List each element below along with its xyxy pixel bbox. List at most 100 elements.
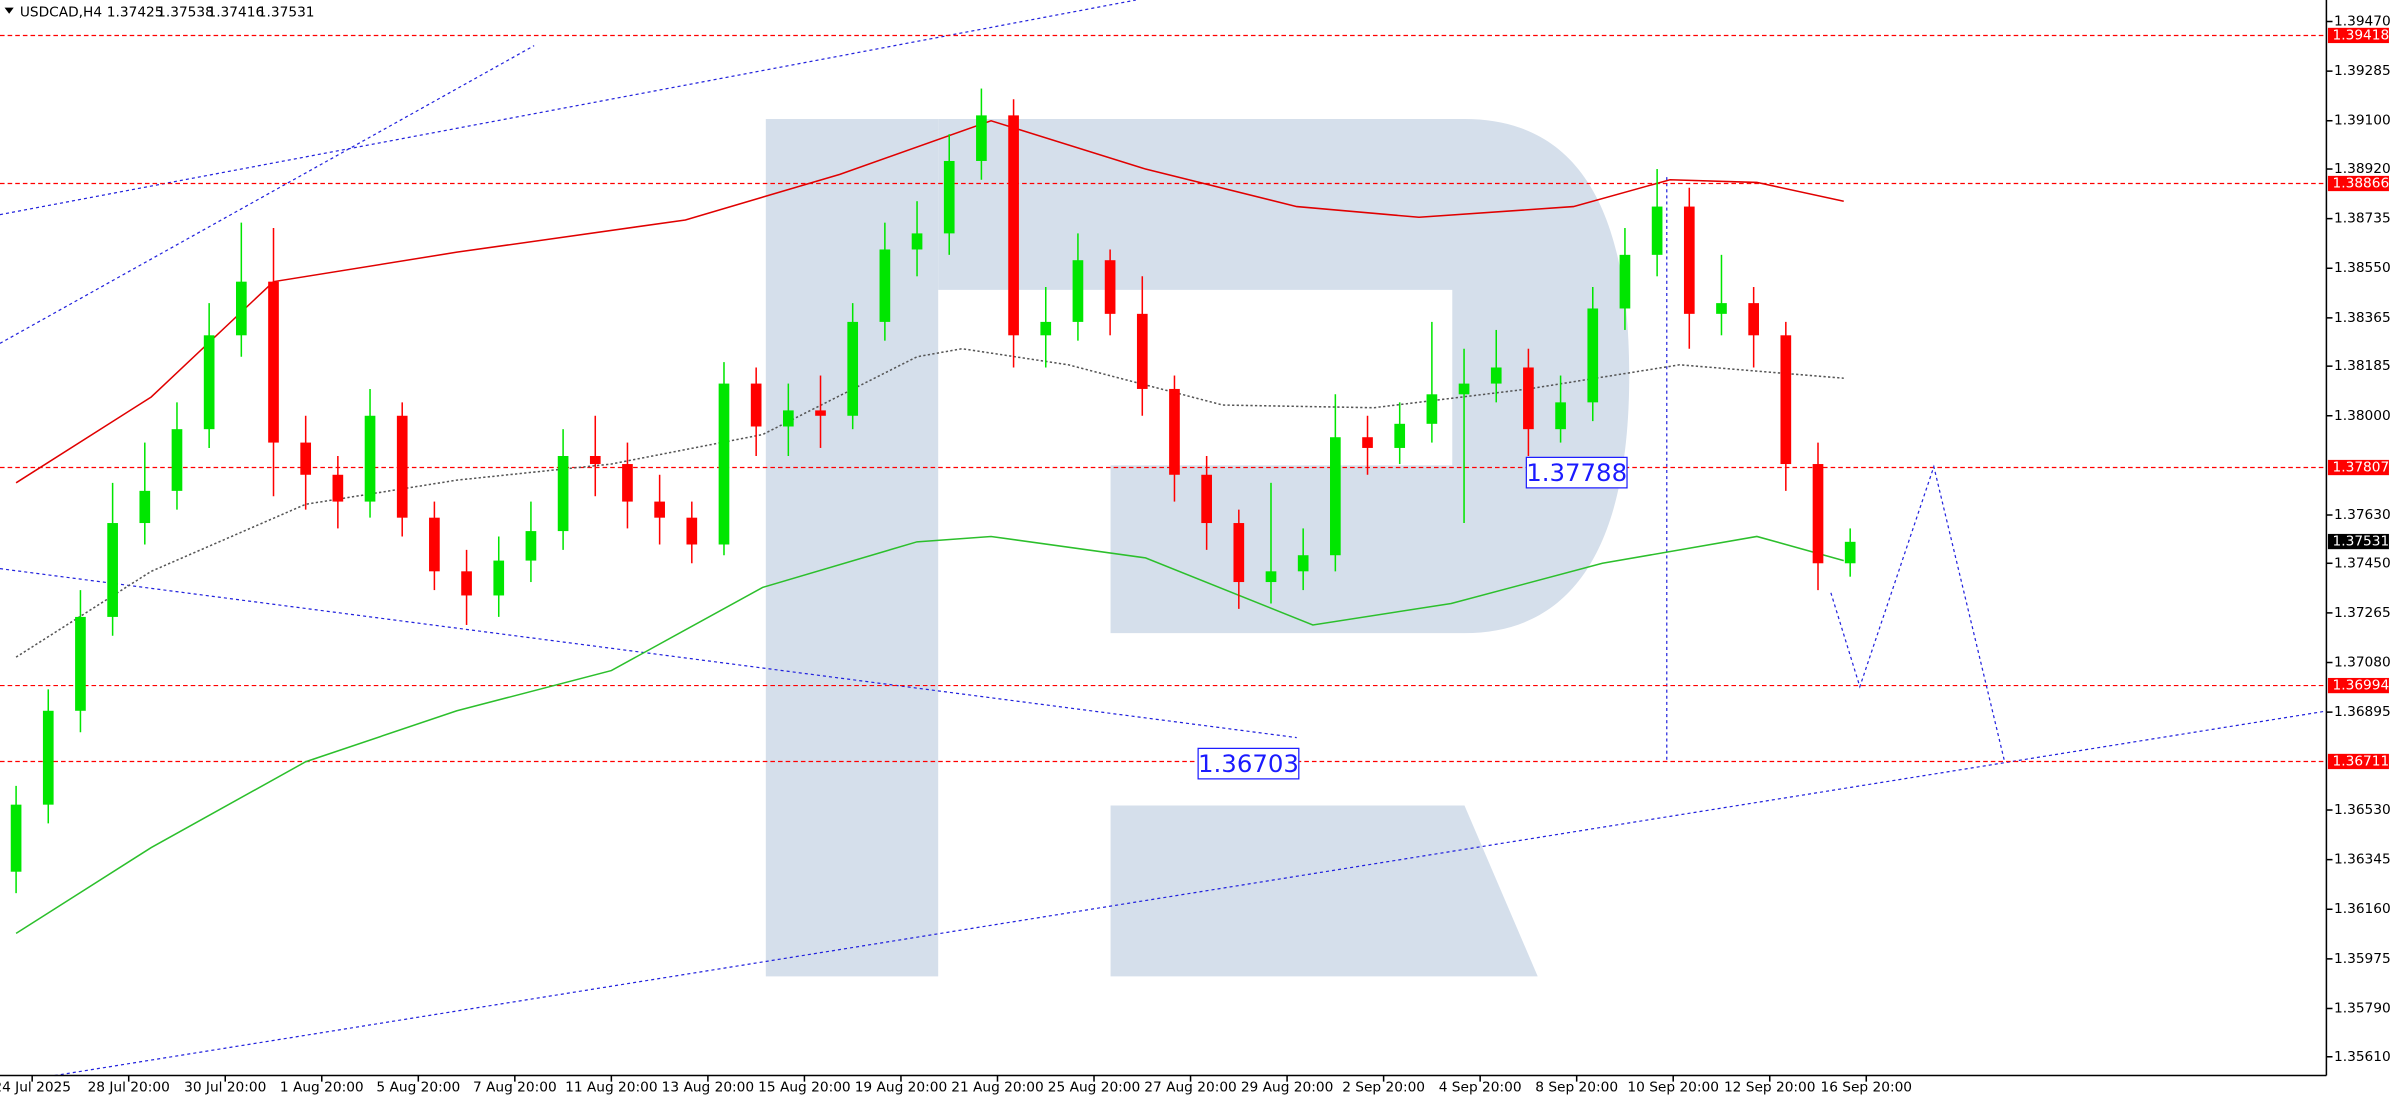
x-tick-label: 12 Sep 20:00 — [1724, 1080, 1816, 1096]
header-price: 1.37531 — [258, 4, 315, 20]
level-label-box — [2327, 677, 2389, 694]
y-tick-label: 1.38000 — [2334, 408, 2391, 424]
header-price: 1.37538 — [157, 4, 214, 20]
x-tick-label: 30 Jul 20:00 — [184, 1080, 266, 1096]
trend-line — [0, 568, 1297, 739]
level-label-box — [2327, 459, 2389, 476]
x-tick-label: 1 Aug 20:00 — [280, 1080, 364, 1096]
moving-average — [15, 347, 1844, 658]
level-label-box — [2327, 175, 2389, 192]
level-label: 1.36711 — [2333, 753, 2390, 769]
annotation-box — [1197, 747, 1300, 780]
x-tick-label: 21 Aug 20:00 — [951, 1080, 1044, 1096]
candle-body — [815, 410, 826, 416]
candle-body — [171, 429, 183, 491]
y-tick-label: 1.38185 — [2334, 358, 2391, 374]
candle-body — [1812, 464, 1824, 564]
moving-average — [15, 535, 1844, 935]
level-label-box — [2327, 27, 2389, 44]
x-tick-label: 8 Sep 20:00 — [1535, 1080, 1618, 1096]
watermark-leg — [1110, 805, 1538, 977]
x-tick-label: 27 Aug 20:00 — [1144, 1080, 1237, 1096]
candle-body — [911, 233, 923, 250]
x-tick-label: 4 Sep 20:00 — [1439, 1080, 1522, 1096]
header-arrow — [4, 7, 14, 14]
y-tick-label: 1.35790 — [2334, 1000, 2391, 1016]
candle-body — [364, 415, 376, 502]
candle-body — [750, 383, 762, 427]
candle-body — [1748, 303, 1759, 336]
y-tick-label: 1.37080 — [2334, 655, 2391, 671]
y-tick-label: 1.36160 — [2334, 901, 2391, 917]
candle-body — [332, 474, 344, 502]
candle-body — [1136, 313, 1148, 389]
x-tick-label: 2 Sep 20:00 — [1342, 1080, 1425, 1096]
candle-body — [1233, 523, 1245, 583]
level-label: 1.37807 — [2333, 460, 2390, 476]
candle-body — [1780, 335, 1792, 465]
x-tick-label: 28 Jul 20:00 — [88, 1080, 170, 1096]
candle-body — [203, 335, 215, 430]
candle-body — [686, 517, 698, 545]
candle-body — [1072, 260, 1084, 322]
annotation-label: 1.37788 — [1526, 458, 1627, 487]
candle-body — [10, 804, 22, 872]
candle-body — [1362, 437, 1373, 448]
candle-body — [1008, 115, 1019, 336]
candle-body — [1394, 423, 1406, 448]
current-price-box — [2327, 533, 2389, 550]
symbol: USDCAD,H4 — [20, 4, 102, 20]
y-tick-label: 1.39100 — [2334, 113, 2391, 129]
candle-body — [557, 455, 569, 532]
candle-body — [1683, 206, 1695, 314]
y-tick-label: 1.37450 — [2334, 555, 2391, 571]
candle-body — [1265, 571, 1277, 583]
y-tick-label: 1.38920 — [2334, 161, 2391, 177]
x-tick-label: 29 Aug 20:00 — [1241, 1080, 1334, 1096]
candle-body — [139, 490, 151, 524]
candle-body — [718, 383, 730, 545]
trend-line — [54, 710, 2327, 1077]
y-tick-label: 1.37265 — [2334, 605, 2391, 621]
candle-body — [1458, 383, 1470, 395]
level-label: 1.36994 — [2333, 678, 2390, 694]
trend-line — [0, 45, 535, 344]
candle-body — [1104, 260, 1116, 314]
y-tick-label: 1.38735 — [2334, 211, 2391, 227]
candle-body — [525, 531, 537, 561]
candle-body — [1555, 402, 1566, 430]
annotation-box — [1525, 456, 1628, 489]
candle-body — [1619, 254, 1631, 309]
candle-body — [1201, 474, 1212, 524]
candle-body — [107, 523, 118, 617]
x-tick-label: 5 Aug 20:00 — [376, 1080, 460, 1096]
y-tick-label: 1.39470 — [2334, 14, 2391, 30]
y-tick-label: 1.39285 — [2334, 63, 2391, 79]
candle-body — [879, 249, 891, 322]
current-price-label: 1.37531 — [2333, 534, 2390, 550]
candle-body — [300, 442, 312, 475]
x-tick-label: 25 Aug 20:00 — [1048, 1080, 1141, 1096]
candle-body — [654, 501, 665, 518]
plot-area: 1.37788 1.36703 — [0, 0, 2327, 1077]
candle-body — [1169, 388, 1180, 475]
x-tick-label: 13 Aug 20:00 — [662, 1080, 755, 1096]
x-tick-label: 19 Aug 20:00 — [855, 1080, 948, 1096]
forecast-path — [1830, 464, 2006, 762]
candle-body — [396, 415, 408, 518]
candle-body — [493, 560, 505, 596]
candle-body — [1426, 394, 1438, 424]
candle-body — [1716, 303, 1727, 314]
y-tick-label: 1.36345 — [2334, 852, 2391, 868]
level-label: 1.38866 — [2333, 176, 2390, 192]
annotation-label: 1.36703 — [1198, 749, 1299, 778]
candle-body — [1490, 367, 1502, 384]
y-tick-label: 1.38365 — [2334, 310, 2391, 326]
candle-body — [1330, 437, 1341, 556]
x-tick-label: 24 Jul 2025 — [0, 1080, 71, 1096]
y-tick-label: 1.37630 — [2334, 507, 2391, 523]
candle-body — [1297, 555, 1309, 572]
candle-body — [782, 410, 794, 427]
candle-body — [1844, 541, 1856, 564]
